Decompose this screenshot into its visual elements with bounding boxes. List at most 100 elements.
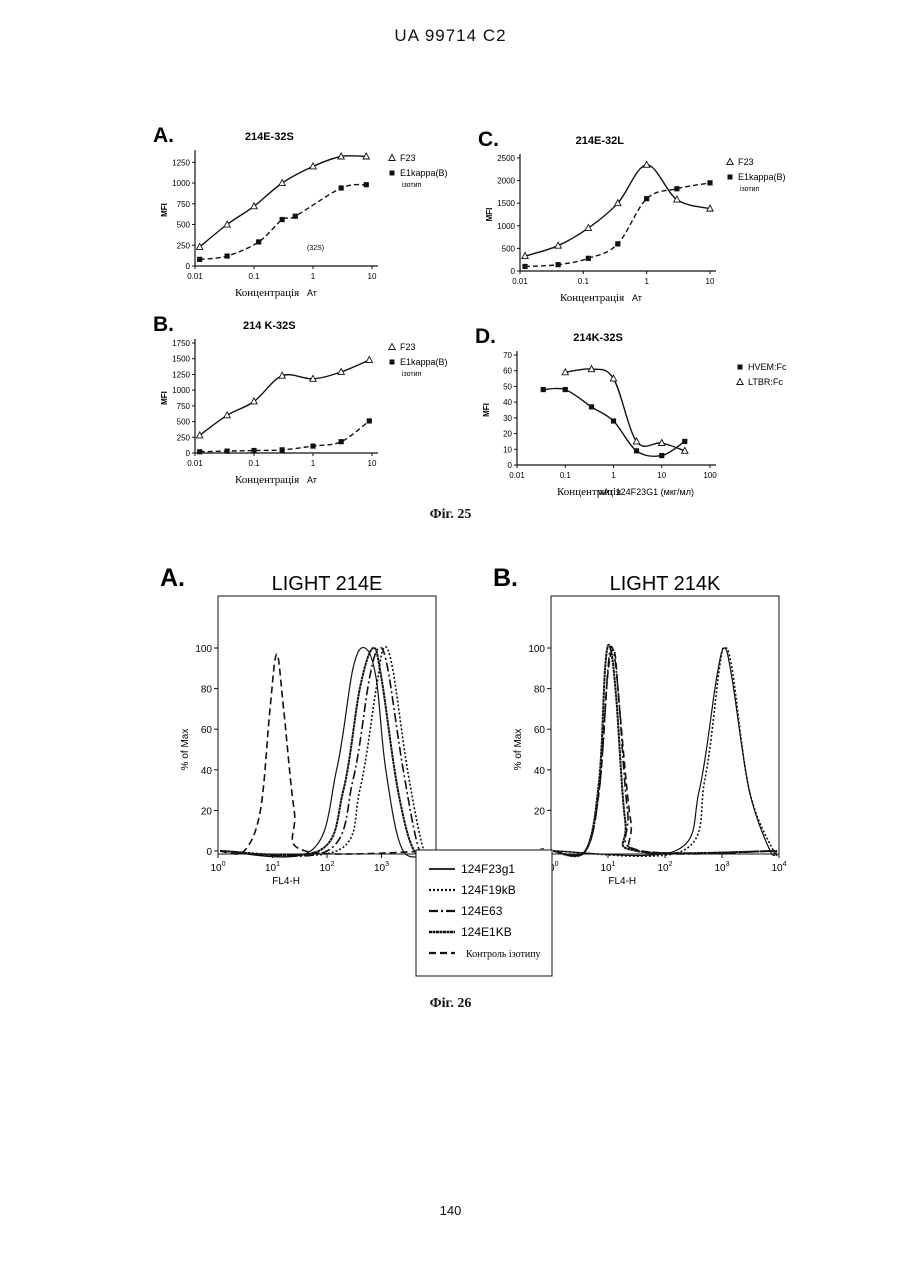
panel-annotation: (32S) [307,245,324,252]
figure-26: A.LIGHT 214E020406080100% of Max10010110… [0,548,901,988]
y-tick-label: 1000 [497,222,515,231]
x-axis-label: Концентрація [235,474,299,486]
data-point-square [522,264,527,269]
histogram-panel-2: B.LIGHT 214K020406080100% of Max10010110… [493,564,787,887]
histogram-trace [553,648,777,856]
data-point-square [251,448,256,453]
data-point-square [310,443,315,448]
legend-label: LTBR:Fc [748,377,783,387]
y-tick-label: 60 [201,725,213,736]
legend-marker-triangle [389,155,395,161]
data-point-square [293,214,298,219]
data-point-square [707,180,712,185]
y-tick-label: 1000 [172,179,190,188]
data-point-square [197,257,202,262]
panel-letter: D. [475,325,496,348]
chart-panel-2: C.214E-32L050010001500200025000.010.1110… [478,128,786,304]
x-tick-label: 0.1 [560,471,572,480]
panel-letter: A. [160,564,185,592]
y-tick-label: 500 [177,221,191,230]
y-tick-label: 500 [502,244,516,253]
legend-marker-square [390,171,395,176]
data-point-square [586,256,591,261]
x-tick-label: 1 [311,272,316,281]
legend-label: F23 [400,153,416,163]
legend-label: ізотип [740,185,760,193]
x-tick-label: 101 [600,861,615,874]
y-axis-label: % of Max [513,729,524,771]
y-tick-label: 250 [177,433,191,442]
y-axis-label: % of Max [180,729,191,771]
panel-title: 214 K-32S [243,320,296,332]
y-tick-label: 60 [534,725,546,736]
y-tick-label: 20 [534,806,546,817]
x-tick-label: 100 [210,861,225,874]
legend-label: ізотип [402,370,422,378]
series-line [200,156,367,247]
legend-label: F23 [738,157,754,167]
y-tick-label: 1000 [172,386,190,395]
y-tick-label: 2000 [497,177,515,186]
y-tick-label: 100 [195,644,212,655]
y-tick-label: 40 [201,766,213,777]
legend-marker-triangle [727,159,733,165]
data-point-square [634,448,639,453]
histogram-trace [553,649,777,855]
y-tick-label: 0 [511,267,516,276]
data-point-square [644,196,649,201]
data-point-square [556,262,561,267]
page-header: UA 99714 C2 [0,26,901,46]
figure-26-caption: Фіг. 26 [0,996,901,1012]
y-tick-label: 1250 [172,158,190,167]
legend-marker-square [390,360,395,365]
panel-letter: C. [478,128,499,151]
legend-marker-square [738,365,743,370]
figure-25-caption: Фіг. 25 [0,507,901,523]
panel-title: 214E-32L [576,135,625,147]
series-line [525,183,710,267]
y-tick-label: 100 [528,644,545,655]
data-point-square [256,239,261,244]
y-tick-label: 0 [206,847,212,858]
histogram-trace [553,648,777,855]
panel-title: LIGHT 214K [610,573,721,595]
panel-letter: A. [153,124,174,147]
x-axis-unit: мАт 124F23G1 (мкг/мл) [597,487,694,497]
x-tick-label: 0.1 [578,277,590,286]
y-tick-label: 1250 [172,370,190,379]
y-tick-label: 750 [177,200,191,209]
legend-label: Контроль ізотипу [466,949,541,960]
y-tick-label: 500 [177,418,191,427]
data-point-square [682,439,687,444]
x-tick-label: 1 [611,471,616,480]
y-axis-label: MFI [485,208,494,222]
x-axis-unit: Ат [632,293,642,303]
legend-label: HVEM:Fc [748,362,787,372]
data-point-square [339,185,344,190]
data-point-square [659,453,664,458]
y-tick-label: 80 [534,685,546,696]
data-point-triangle [585,225,591,231]
y-tick-label: 1500 [172,355,190,364]
data-point-square [674,186,679,191]
series-line [200,421,370,452]
legend-label: E1kappa(B) [400,168,448,178]
y-tick-label: 20 [201,806,213,817]
x-axis-unit: Ат [307,475,317,485]
y-tick-label: 50 [503,382,512,391]
y-tick-label: 0 [186,262,191,271]
y-tick-label: 40 [503,398,512,407]
data-point-square [280,447,285,452]
data-point-square [364,182,369,187]
histogram-trace [220,648,434,857]
chart-panel-3: B.214 K-32S025050075010001250150017500.0… [153,313,448,486]
x-tick-label: 10 [368,459,377,468]
x-tick-label: 0.01 [509,471,525,480]
data-point-triangle [224,221,230,227]
y-tick-label: 250 [177,241,191,250]
series-line [200,360,370,435]
legend-label: 124F23g1 [461,862,515,876]
data-point-triangle [196,432,202,438]
legend-label: ізотип [402,181,422,189]
x-tick-label: 0.01 [187,272,203,281]
